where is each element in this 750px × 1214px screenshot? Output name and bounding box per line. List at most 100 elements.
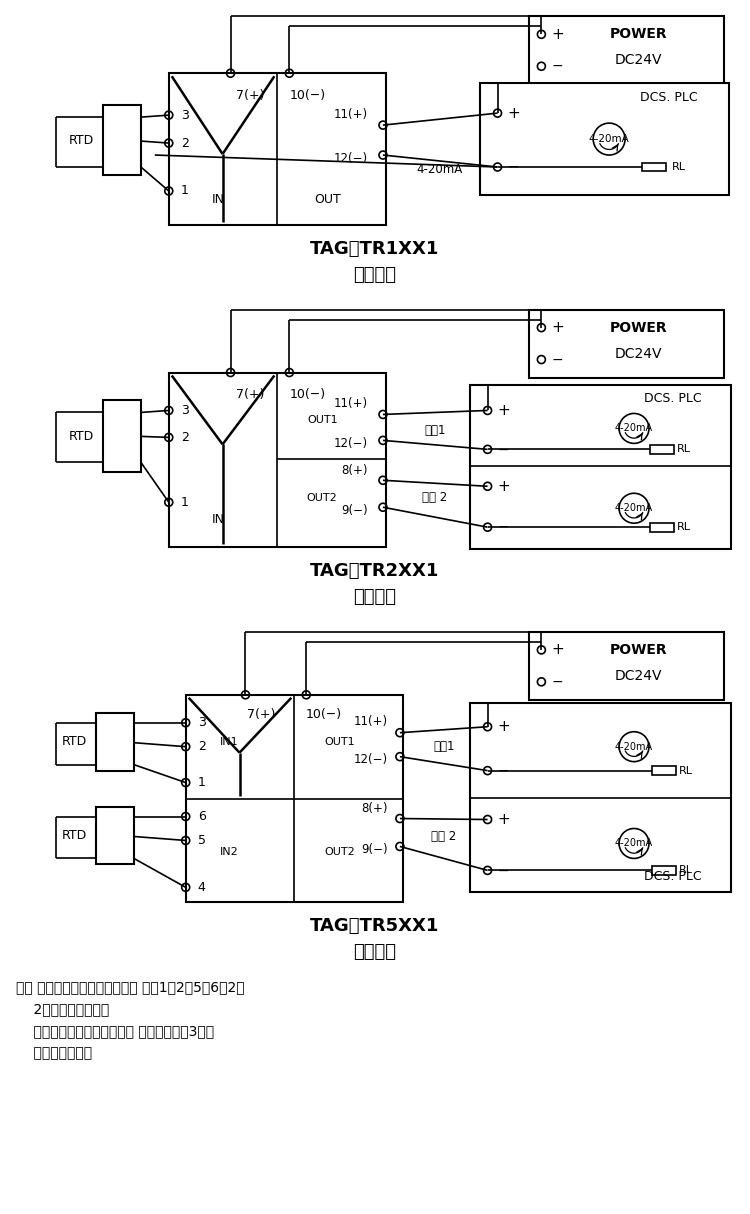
Bar [470, 703, 730, 892]
Text: OUT: OUT [314, 193, 340, 206]
Text: DCS. PLC: DCS. PLC [644, 392, 702, 405]
Text: TAG－TR1XX1: TAG－TR1XX1 [310, 240, 440, 257]
Text: 线电阵值相等。: 线电阵值相等。 [16, 1046, 92, 1060]
Bar [530, 632, 724, 699]
Bar [96, 806, 134, 864]
Text: 4-20mA: 4-20mA [615, 504, 653, 514]
Bar [652, 866, 676, 875]
Text: 10(−): 10(−) [306, 708, 342, 721]
Text: 1: 1 [198, 776, 206, 789]
Text: 9(−): 9(−) [341, 504, 368, 517]
Text: 10(−): 10(−) [290, 388, 326, 401]
Text: +: + [497, 403, 510, 418]
Text: 2出时）必须短接。: 2出时）必须短接。 [16, 1002, 110, 1016]
Text: IN2: IN2 [220, 847, 239, 857]
Text: 2: 2 [181, 431, 188, 444]
Text: POWER: POWER [610, 643, 668, 657]
Bar [479, 84, 729, 195]
Text: POWER: POWER [610, 27, 668, 41]
Text: 12(−): 12(−) [334, 152, 368, 165]
Bar [652, 766, 676, 775]
Text: 9(−): 9(−) [362, 843, 388, 856]
Text: +: + [508, 106, 520, 120]
Text: RL: RL [676, 444, 691, 454]
Text: 注： 二线制热电阵信号输入时， 端子1、2；5、6（2进: 注： 二线制热电阵信号输入时， 端子1、2；5、6（2进 [16, 980, 245, 994]
Text: DC24V: DC24V [615, 53, 662, 67]
Text: OUT1: OUT1 [307, 415, 338, 425]
Text: 8(+): 8(+) [362, 802, 388, 815]
Text: TAG－TR2XX1: TAG－TR2XX1 [310, 562, 440, 580]
Text: 4-20mA: 4-20mA [589, 134, 629, 144]
Bar [103, 106, 141, 175]
Text: −: − [497, 442, 509, 456]
Text: 11(+): 11(+) [354, 715, 388, 728]
Text: TAG－TR5XX1: TAG－TR5XX1 [310, 918, 440, 935]
Text: 2: 2 [198, 741, 206, 753]
Text: 一进一出: 一进一出 [353, 266, 397, 284]
Text: 4-20mA: 4-20mA [615, 424, 653, 433]
Text: RL: RL [672, 161, 686, 172]
Bar [642, 163, 666, 171]
Bar [650, 444, 674, 454]
Text: IN: IN [212, 512, 225, 526]
Text: 通道 2: 通道 2 [431, 830, 456, 843]
Text: −: − [508, 160, 519, 174]
Bar [470, 385, 730, 549]
Text: 6: 6 [198, 810, 206, 823]
Text: RL: RL [679, 866, 693, 875]
Text: 4: 4 [198, 881, 206, 894]
Text: −: − [497, 520, 509, 534]
Text: RTD: RTD [62, 829, 87, 843]
Bar [186, 694, 403, 902]
Text: −: − [497, 863, 509, 878]
Bar [169, 73, 386, 225]
Text: DCS. PLC: DCS. PLC [644, 870, 702, 883]
Text: −: − [551, 59, 563, 73]
Text: 11(+): 11(+) [334, 397, 368, 410]
Text: +: + [551, 320, 564, 335]
Text: RL: RL [679, 766, 693, 776]
Text: +: + [497, 478, 510, 494]
Text: 8(+): 8(+) [341, 464, 368, 477]
Text: POWER: POWER [610, 320, 668, 335]
Text: +: + [551, 642, 564, 658]
Text: −: − [551, 675, 563, 688]
Text: 通道1: 通道1 [433, 741, 454, 753]
Bar [530, 310, 724, 378]
Text: 3: 3 [181, 108, 188, 121]
Text: DC24V: DC24V [615, 346, 662, 361]
Text: OUT2: OUT2 [325, 847, 356, 857]
Text: 1: 1 [181, 185, 188, 198]
Text: 7(+): 7(+) [248, 708, 275, 721]
Text: OUT1: OUT1 [325, 737, 356, 747]
Text: 4-20mA: 4-20mA [615, 839, 653, 849]
Text: RTD: RTD [68, 134, 94, 147]
Bar [103, 401, 141, 472]
Text: +: + [551, 27, 564, 41]
Text: −: − [551, 352, 563, 367]
Bar [169, 373, 386, 548]
Text: 3: 3 [181, 404, 188, 416]
Text: −: − [497, 764, 509, 778]
Text: IN: IN [212, 193, 225, 206]
Text: 12(−): 12(−) [334, 437, 368, 450]
Text: RTD: RTD [68, 430, 94, 443]
Text: 4-20mA: 4-20mA [615, 742, 653, 751]
Text: IN1: IN1 [220, 737, 238, 747]
Text: 7(+): 7(+) [236, 89, 265, 102]
Text: 三线制热电阵信号输入时， 要尽可能保证3根导: 三线制热电阵信号输入时， 要尽可能保证3根导 [16, 1025, 214, 1038]
Text: 2: 2 [181, 136, 188, 149]
Text: 3: 3 [198, 716, 206, 730]
Bar [530, 16, 724, 84]
Text: 10(−): 10(−) [290, 89, 326, 102]
Bar [96, 713, 134, 771]
Text: +: + [497, 719, 510, 734]
Text: 通道 2: 通道 2 [422, 490, 448, 504]
Bar [650, 523, 674, 532]
Text: 一进二出: 一进二出 [353, 588, 397, 606]
Text: 7(+): 7(+) [236, 388, 265, 401]
Text: DC24V: DC24V [615, 669, 662, 682]
Text: RL: RL [676, 522, 691, 532]
Text: DCS. PLC: DCS. PLC [640, 91, 698, 103]
Text: OUT2: OUT2 [307, 493, 338, 504]
